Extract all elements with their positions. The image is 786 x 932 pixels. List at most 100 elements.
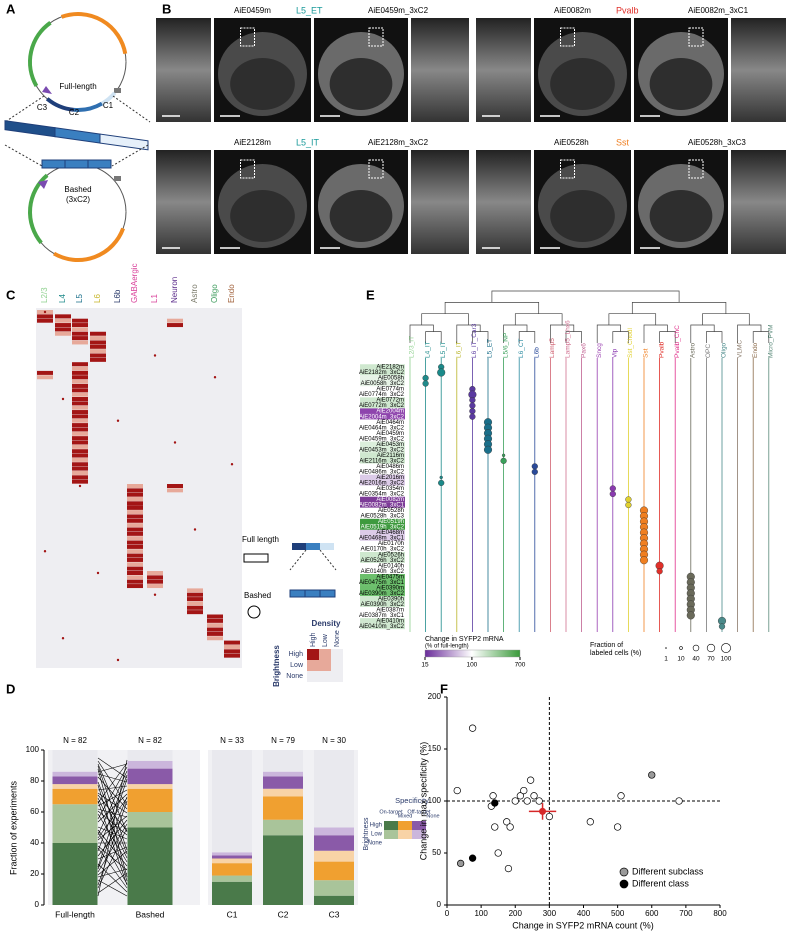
- row-label-bg: [360, 618, 405, 624]
- pairing-line: [97, 850, 128, 876]
- heatmap-dot: [116, 419, 120, 422]
- point: [457, 859, 465, 868]
- row-label: AiE0410m: [376, 618, 404, 624]
- size-legend-dot: [721, 643, 731, 653]
- row-label: AiE0387m: [376, 607, 404, 613]
- point: [613, 823, 622, 831]
- legend-cell: [307, 649, 319, 660]
- bar-segment: [52, 804, 98, 843]
- heatmap-cell: [187, 610, 203, 615]
- dendrogram: [702, 313, 750, 326]
- x-tick-label: Bashed: [136, 909, 165, 919]
- pairing-line: [97, 763, 128, 773]
- row-label-bg: [360, 502, 405, 508]
- dot: [500, 457, 507, 464]
- x-tick-label: 800: [713, 909, 727, 918]
- y-tick-label: 60: [30, 807, 39, 816]
- x-tick-label: 700: [679, 909, 693, 918]
- y-tick-label: 50: [432, 848, 441, 857]
- row-label: AiE2016m: [376, 475, 404, 481]
- row-label: AiE0526h_3xC2: [361, 558, 405, 564]
- legend-cell: [412, 830, 426, 839]
- x-axis-title: Change in SYFP2 mRNA count (%): [512, 920, 654, 930]
- pairing-line: [97, 863, 128, 893]
- heatmap-cell: [127, 544, 143, 549]
- row-label: AiE0519h_3xC2: [361, 525, 405, 531]
- size-legend-dot: [665, 647, 667, 649]
- heatmap-dot: [133, 506, 137, 509]
- heatmap-cell: [224, 640, 240, 645]
- heatmap-cell: [72, 397, 88, 401]
- column-label: L5_IT: [440, 341, 447, 358]
- roi-box: [368, 159, 384, 179]
- row-label-bg: [360, 612, 405, 619]
- heatmap-cell: [167, 323, 183, 328]
- heatmap-cell: [72, 466, 88, 471]
- dendrogram: [659, 331, 676, 343]
- y-tick-label: 100: [26, 745, 40, 754]
- row-label-bg: [360, 402, 405, 409]
- heatmap-dot: [61, 397, 65, 401]
- x-tick-label: 500: [611, 909, 625, 918]
- x-tick-label: Full-length: [55, 909, 95, 919]
- point: [506, 823, 514, 831]
- heatmap-cell: [127, 549, 143, 554]
- column-header: Astro: [190, 284, 199, 303]
- bar-segment: [314, 850, 354, 862]
- marker: [114, 176, 121, 181]
- dot: [639, 556, 649, 565]
- point: [503, 818, 511, 826]
- heatmap-cell: [72, 414, 88, 419]
- row-label-bg: [360, 424, 405, 431]
- row-label: AiE0774m: [376, 387, 404, 393]
- heatmap-cell: [127, 501, 143, 506]
- y-tick-label: 200: [428, 692, 442, 701]
- crop-image: [731, 150, 786, 254]
- roi-box: [688, 27, 704, 47]
- row-label-bg: [360, 607, 405, 613]
- point: [675, 797, 683, 805]
- size-legend-label: 70: [707, 656, 715, 663]
- dendrogram: [425, 331, 442, 343]
- point: [491, 799, 499, 807]
- heatmap-cell: [72, 379, 88, 384]
- row-label-bg: [360, 474, 405, 481]
- marker: [114, 88, 121, 93]
- pairing-line: [97, 763, 128, 833]
- dot: [531, 468, 538, 475]
- row-label: AiE0526h: [378, 552, 404, 558]
- bar-segment: [212, 875, 252, 882]
- row-label-bg: [360, 562, 405, 569]
- column-label: L2/3_IT: [409, 336, 416, 358]
- heatmap-cell: [72, 449, 88, 454]
- column-header: L1: [150, 294, 159, 303]
- bar-segment: [314, 827, 354, 836]
- panel-letter: D: [6, 681, 15, 696]
- column-label: L5_ET: [487, 339, 494, 358]
- row-label: AiE2182m: [376, 365, 404, 371]
- panel-letter: F: [440, 681, 448, 696]
- pairing-line: [97, 760, 128, 806]
- x-tick-label: 100: [474, 909, 488, 918]
- row-label: AiE0475m: [376, 574, 404, 580]
- heatmap-cell: [55, 331, 71, 336]
- sequence-block: [54, 127, 101, 144]
- heatmap-cell: [147, 579, 163, 584]
- bar-segment: [52, 776, 98, 785]
- dendrogram: [752, 331, 770, 343]
- heatmap-cell: [207, 631, 223, 636]
- pairing-line: [97, 778, 128, 868]
- roi-box: [560, 27, 575, 47]
- column-label: Endo: [752, 342, 759, 358]
- x-tick-label: 0: [445, 909, 450, 918]
- n-label: N = 79: [271, 736, 295, 745]
- legend-label: Full length: [242, 535, 279, 544]
- heatmap-cell: [187, 592, 203, 597]
- dendrogram: [491, 290, 680, 303]
- bar-segment: [52, 771, 98, 777]
- row-label-bg: [360, 469, 405, 475]
- point: [516, 792, 525, 800]
- column-label: Oligo: [721, 342, 728, 358]
- brain-inner: [550, 190, 615, 242]
